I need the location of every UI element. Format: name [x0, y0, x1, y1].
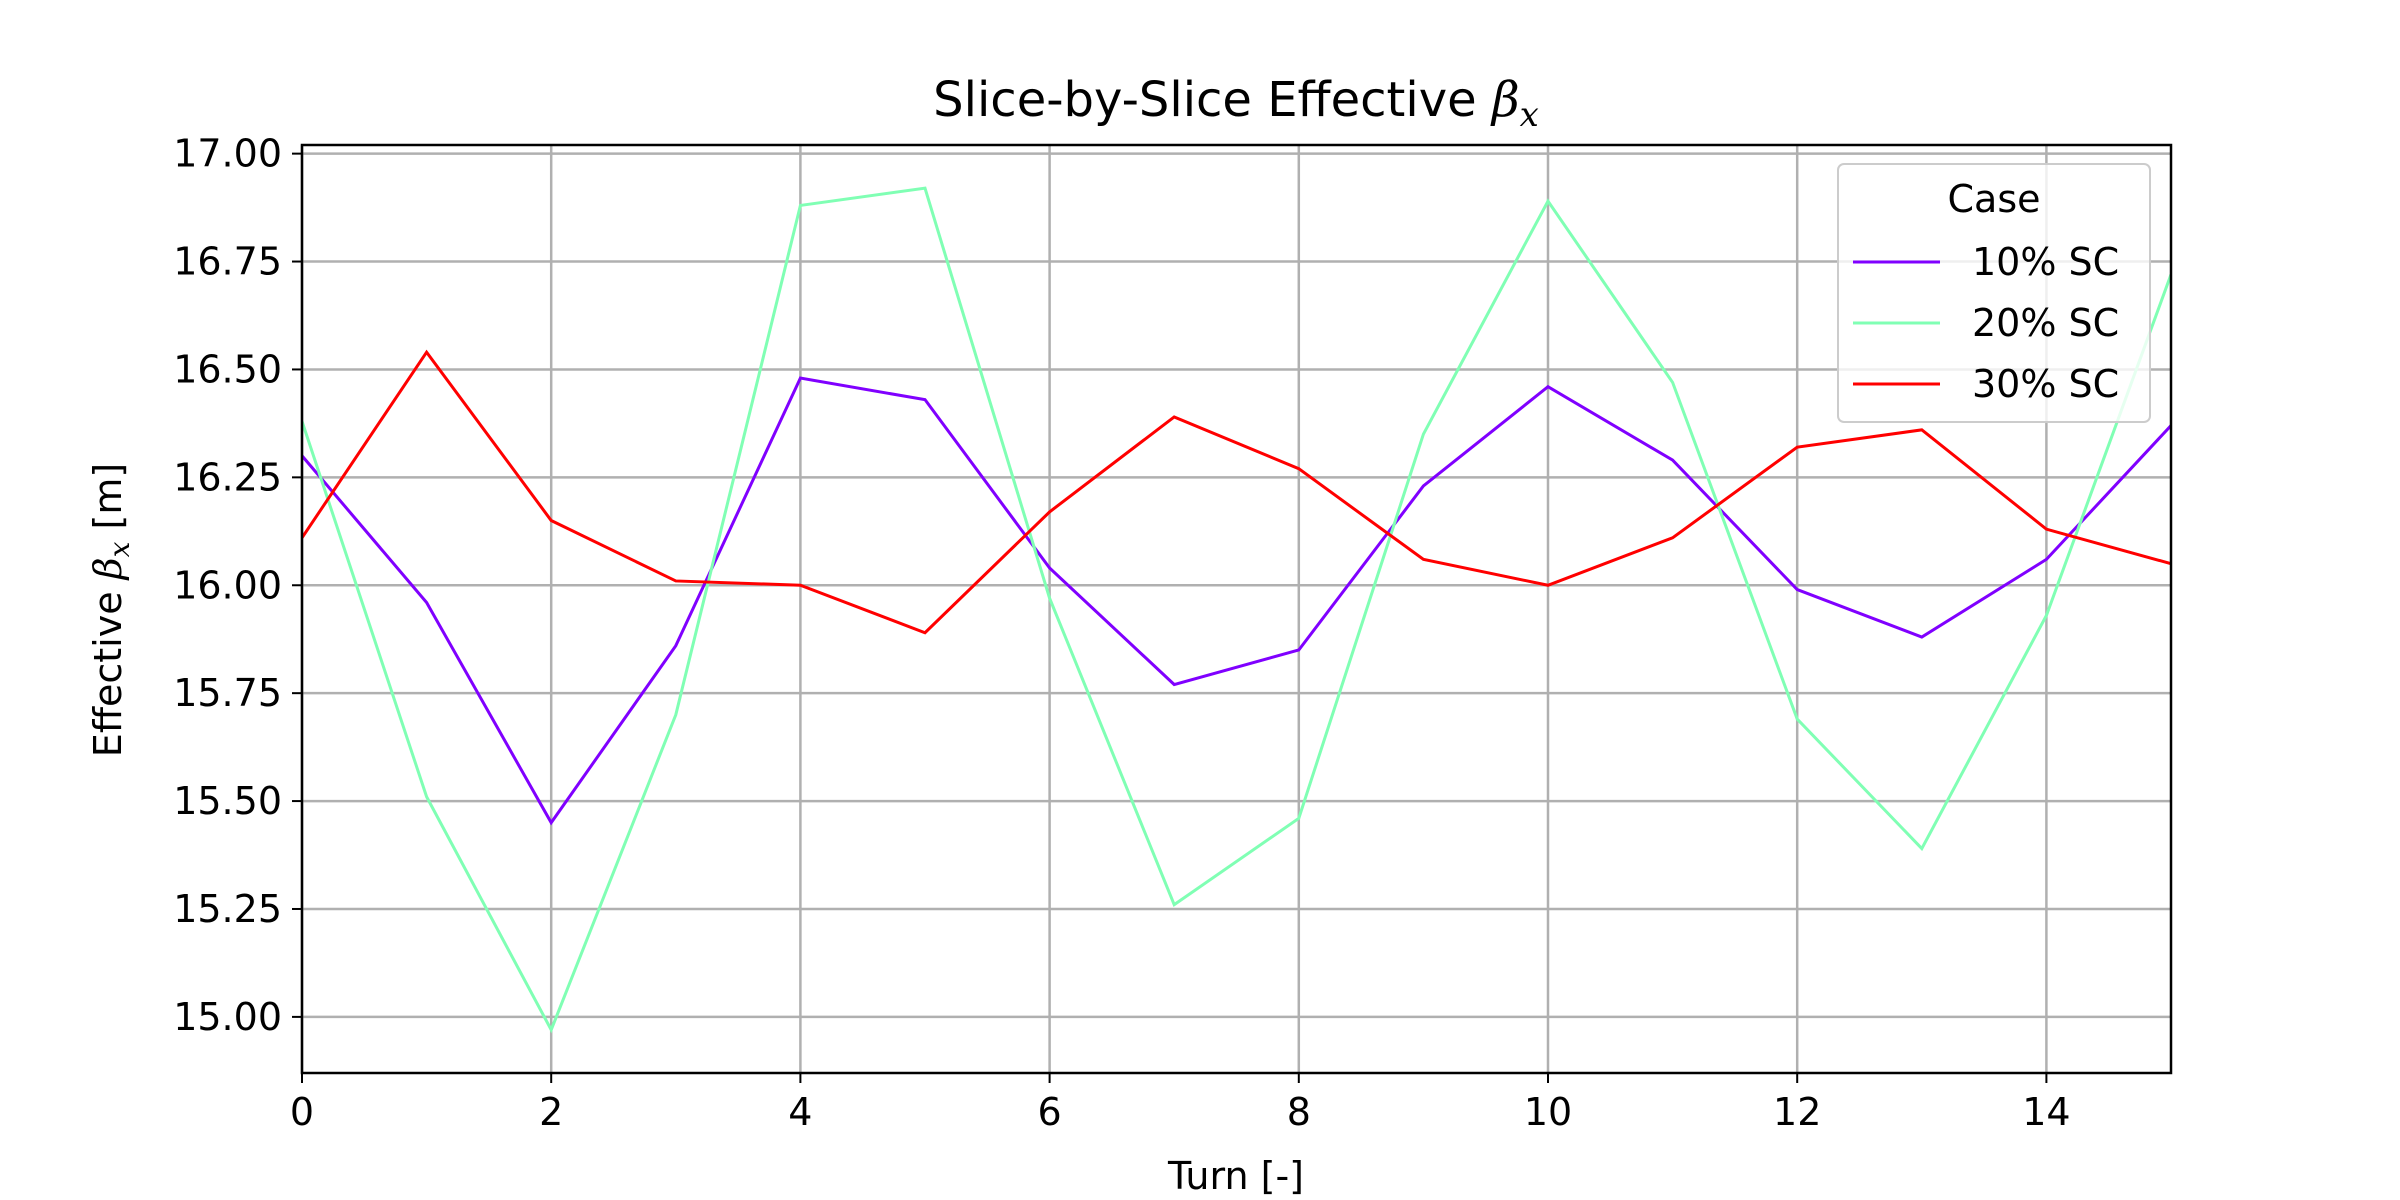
legend-label-3: 30% SC	[1972, 362, 2119, 406]
y-axis-label-prefix: Effective	[86, 579, 130, 757]
series-line-1	[302, 376, 2171, 826]
legend-box	[1837, 163, 2151, 423]
legend-label-2: 20% SC	[1972, 301, 2119, 345]
series-lines	[302, 186, 2171, 1034]
x-tick-label: 14	[2022, 1090, 2070, 1134]
series-line-3	[302, 349, 2171, 635]
x-tick-label: 10	[1524, 1090, 1572, 1134]
y-axis-label: Effective βx [m]	[86, 463, 136, 757]
legend: Case 10% SC 20% SC 30% SC	[1837, 163, 2151, 423]
x-tick-label: 6	[1038, 1090, 1062, 1134]
series-line-2	[302, 186, 2171, 1034]
legend-items: 10% SC 20% SC 30% SC	[1853, 240, 2119, 406]
x-axis-label: Turn [-]	[1167, 1154, 1304, 1198]
y-tick-label: 16.50	[173, 347, 282, 391]
chart-title-subscript: x	[1520, 95, 1539, 135]
y-tick-label: 16.00	[173, 563, 282, 607]
x-tick-label: 0	[290, 1090, 314, 1134]
y-tick-label: 15.75	[173, 671, 282, 715]
x-tick-label: 2	[539, 1090, 563, 1134]
y-tick-label: 16.75	[173, 240, 282, 284]
y-axis-label-symbol: β	[86, 557, 130, 581]
x-tick-label: 8	[1287, 1090, 1311, 1134]
legend-label-1: 10% SC	[1972, 240, 2119, 284]
x-tick-label: 12	[1773, 1090, 1821, 1134]
legend-title: Case	[1948, 177, 2041, 221]
chart-title: Slice-by-Slice Effective βx	[933, 72, 1539, 135]
y-axis-label-suffix: [m]	[86, 463, 130, 542]
chart-title-prefix: Slice-by-Slice Effective	[933, 72, 1492, 128]
plot-frame	[300, 143, 2173, 1075]
y-tick-label: 16.25	[173, 455, 282, 499]
x-tick-label: 4	[788, 1090, 812, 1134]
ticks: 0 2 4 6 8 10 12 14 15.00 15.25 15.50 15.75 16.00 16.2…	[173, 132, 2070, 1134]
y-axis-label-subscript: x	[103, 541, 136, 557]
chart-title-symbol: β	[1490, 72, 1520, 128]
y-tick-label: 15.25	[173, 887, 282, 931]
y-tick-label: 15.00	[173, 995, 282, 1039]
y-tick-label: 15.50	[173, 779, 282, 823]
y-tick-label: 17.00	[173, 132, 282, 176]
